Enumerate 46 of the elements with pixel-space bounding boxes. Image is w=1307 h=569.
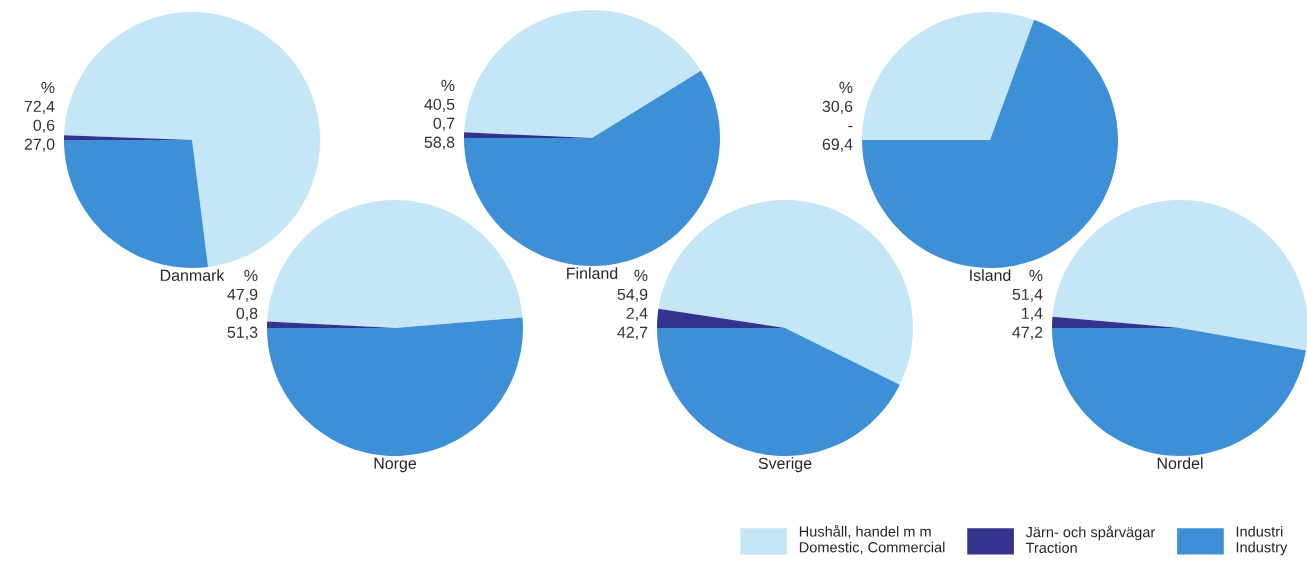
text: % [441, 79, 455, 92]
data-label: 47,2 [1012, 326, 1043, 340]
text: % [244, 269, 258, 282]
data-label: 72,4 [24, 100, 55, 114]
pie-slice [267, 200, 523, 328]
text: Nordel [1157, 457, 1203, 470]
pie-slice [1052, 328, 1307, 456]
text: Island [970, 269, 1011, 282]
data-label: 0,8 [236, 307, 258, 321]
pie-slice [658, 200, 913, 385]
text: % [634, 269, 648, 282]
data-label: 0,7 [433, 117, 455, 131]
pie-slice [1052, 200, 1307, 351]
legend-label: Järn- och spårvägar Traction [1025, 525, 1156, 553]
data-label: 69,4 [822, 138, 853, 152]
text: Norge [374, 457, 417, 473]
data-label: 30,6 [822, 100, 853, 114]
pie-slice [464, 10, 701, 138]
text: % [1029, 269, 1043, 282]
pie-slice [267, 317, 523, 456]
pie-slice [862, 12, 1035, 140]
legend-label: Hushåll, handel m m Domestic, Commercial [799, 524, 945, 555]
text: Finland [567, 267, 618, 280]
data-label: 42,7 [617, 326, 648, 340]
text: % [41, 81, 55, 94]
pie-slice [657, 308, 785, 328]
data-label: 2,4 [626, 307, 648, 321]
data-label: 1,4 [1022, 307, 1043, 321]
data-label: 0,6 [33, 119, 55, 133]
pie-slice [862, 19, 1118, 268]
data-label: 27,0 [24, 138, 55, 152]
legend-label: Industri Industry [1236, 525, 1288, 556]
data-label: 54,9 [617, 288, 648, 302]
pie-slice [464, 70, 720, 266]
data-label: 51,3 [227, 326, 258, 340]
data-label: 51,4 [1012, 288, 1043, 302]
pie-slice [64, 140, 209, 268]
data-label: 58,8 [424, 136, 455, 150]
pie-slice [64, 12, 320, 267]
text: - [848, 125, 853, 128]
data-label: 47,9 [227, 288, 258, 302]
text: Danmark [160, 269, 225, 282]
text: Sverige [758, 457, 812, 473]
pie-slice [657, 328, 900, 456]
text: % [839, 81, 853, 94]
data-label: 40,5 [424, 98, 455, 112]
